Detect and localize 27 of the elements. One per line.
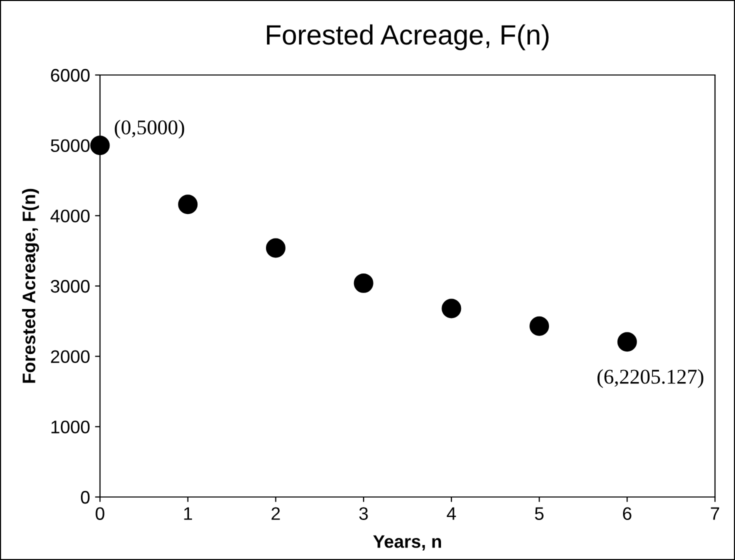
point <box>354 273 374 293</box>
x-tick-label: 1 <box>184 507 192 520</box>
y-axis-title: Forested Acreage, F(n) <box>22 188 40 383</box>
point <box>617 332 637 352</box>
y-tick-label: 1000 <box>51 420 90 434</box>
x-tick-label: 2 <box>272 507 280 520</box>
point <box>266 238 286 258</box>
annotation: (0,5000) <box>114 120 184 139</box>
point <box>90 136 110 156</box>
annotation: (6,2205.127) <box>598 369 704 388</box>
x-tick-label: 7 <box>710 507 720 520</box>
x-tick-label: 5 <box>534 507 544 520</box>
point <box>442 298 462 318</box>
y-tick-label: 6000 <box>51 68 90 82</box>
y-tick-label: 2000 <box>51 350 90 364</box>
y-tick-label: 3000 <box>50 280 90 293</box>
x-tick-label: 3 <box>359 507 368 520</box>
y-tick-label: 0 <box>80 490 90 504</box>
y-tick-label: 5000 <box>50 139 90 152</box>
x-axis-title: Years, n <box>373 535 442 551</box>
point <box>178 194 198 214</box>
chart-title: Forested Acreage, F(n) <box>266 24 549 50</box>
point <box>530 316 550 336</box>
x-tick-label: 6 <box>623 507 632 520</box>
x-tick-label: 4 <box>446 507 456 520</box>
y-tick-label: 4000 <box>50 210 90 222</box>
x-tick-label: 0 <box>96 507 104 520</box>
